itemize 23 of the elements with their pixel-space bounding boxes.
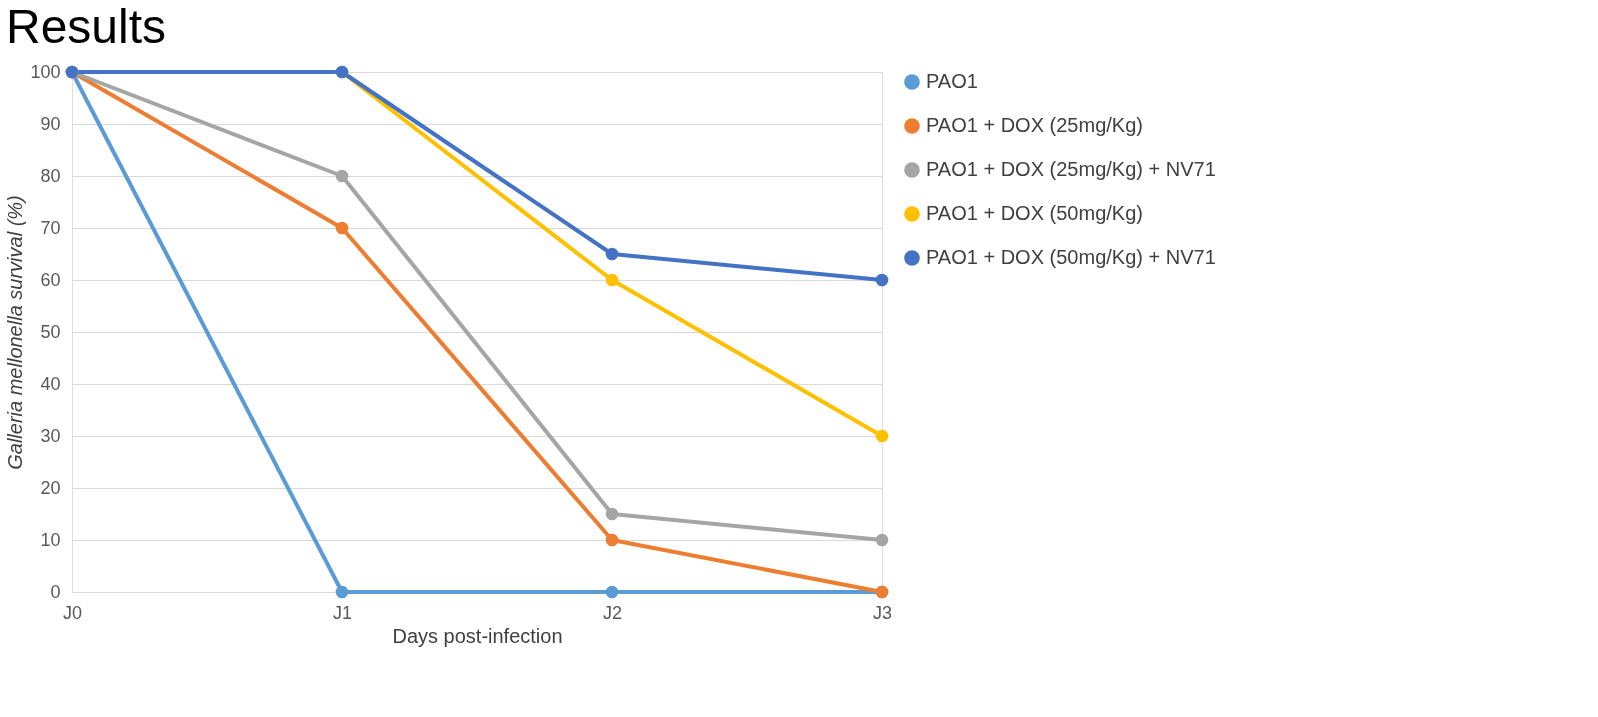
- y-tick-label: 80: [40, 165, 61, 186]
- y-tick-label: 100: [30, 61, 61, 82]
- y-tick-label: 70: [40, 217, 61, 238]
- x-tick-label: J1: [332, 602, 353, 623]
- y-tick-label: 60: [40, 269, 61, 290]
- y-tick-label: 20: [40, 477, 61, 498]
- y-tick-label: 0: [50, 581, 61, 602]
- legend-label: PAO1 + DOX (25mg/Kg) + NV71: [926, 158, 1216, 180]
- y-tick-label: 90: [40, 113, 61, 134]
- chart-title: Results: [5, 0, 167, 53]
- y-tick-label: 50: [40, 321, 61, 342]
- x-tick-label: J2: [602, 602, 623, 623]
- x-tick-label: J0: [62, 602, 83, 623]
- y-tick-label: 30: [40, 425, 61, 446]
- legend-label: PAO1 + DOX (50mg/Kg) + NV71: [926, 246, 1216, 268]
- legend-label: PAO1 + DOX (25mg/Kg): [926, 114, 1143, 136]
- y-tick-label: 40: [40, 373, 61, 394]
- legend-label: PAO1: [926, 70, 978, 92]
- x-axis-title: Days post-infection: [392, 624, 563, 647]
- y-axis-title: Galleria mellonella survival (%): [4, 195, 27, 470]
- legend-label: PAO1 + DOX (50mg/Kg): [926, 202, 1143, 224]
- x-tick-label: J3: [872, 602, 893, 623]
- y-tick-label: 10: [40, 529, 61, 550]
